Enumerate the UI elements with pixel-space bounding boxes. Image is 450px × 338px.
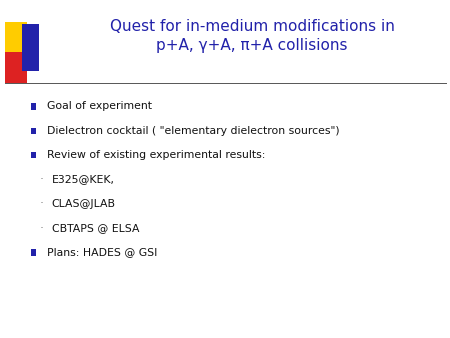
Text: ·: · [40,222,44,235]
Text: Goal of experiment: Goal of experiment [47,101,152,112]
Bar [5,52,27,83]
Bar [22,24,39,71]
Bar [31,128,36,134]
Text: ·: · [40,173,44,186]
Bar [5,22,27,52]
Text: ·: · [40,197,44,210]
Text: Dielectron cocktail ( "elementary dielectron sources"): Dielectron cocktail ( "elementary dielec… [47,126,340,136]
Text: Quest for in-medium modifications in
p+A, γ+A, π+A collisions: Quest for in-medium modifications in p+A… [109,19,395,53]
Bar [31,249,36,256]
Text: E325@KEK,: E325@KEK, [52,174,115,185]
Bar [31,152,36,158]
Text: CBTAPS @ ELSA: CBTAPS @ ELSA [52,223,139,233]
Text: CLAS@JLAB: CLAS@JLAB [52,199,116,209]
Text: Plans: HADES @ GSI: Plans: HADES @ GSI [47,247,158,258]
Text: Review of existing experimental results:: Review of existing experimental results: [47,150,266,160]
Bar [31,103,36,110]
